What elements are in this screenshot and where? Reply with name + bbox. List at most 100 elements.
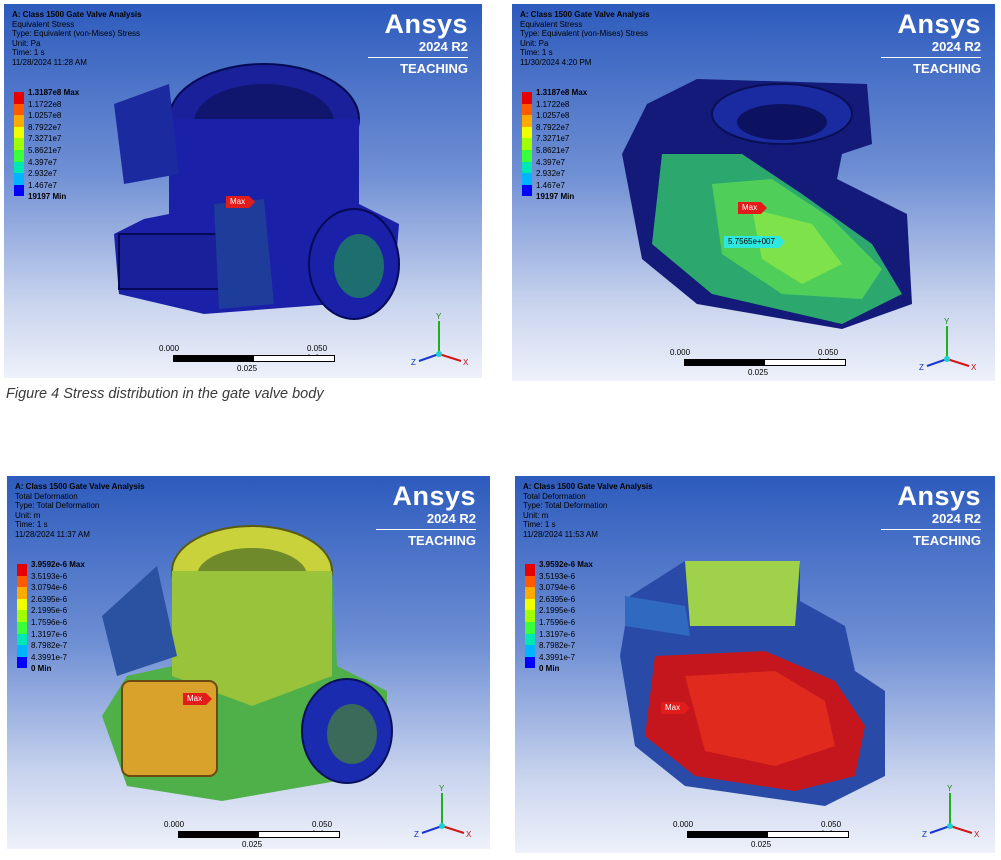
color-legend: 1.3187e8 Max 1.1722e8 1.0257e8 8.7922e7 7.32… — [14, 88, 124, 201]
x-axis-label: X — [974, 830, 980, 839]
y-axis-label: Y — [947, 784, 953, 793]
legend-swatch — [14, 126, 24, 139]
triad-graphic: Y X Z — [414, 784, 472, 839]
legend-label: 1.3197e-6 — [31, 629, 68, 639]
result-panel-stress-section: A: Class 1500 Gate Valve Analysis Equiva… — [512, 4, 995, 381]
analysis-title: A: Class 1500 Gate Valve Analysis — [523, 482, 653, 491]
scale-left-label: 0.000 — [670, 348, 691, 357]
legend-swatch — [522, 161, 532, 174]
max-marker: Max — [661, 702, 691, 714]
legend-label: 8.7922e7 — [28, 122, 62, 132]
axis-triad: Y X Z — [920, 781, 980, 841]
brand-version: 2024 R2 — [931, 511, 981, 526]
legend-label: 0 Min — [31, 663, 52, 673]
result-panel-deformation-full: A: Class 1500 Gate Valve Analysis Total … — [7, 476, 490, 849]
result-date: 11/28/2024 11:28 AM — [12, 57, 87, 67]
legend-swatch — [525, 575, 535, 588]
legend-row: 4.3991e-7 0 Min — [525, 653, 635, 673]
legend-label: 4.397e7 — [28, 157, 57, 167]
legend-row: 7.3271e7 — [14, 134, 124, 150]
x-axis-label: X — [463, 358, 469, 367]
legend-row: 2.932e7 — [522, 169, 632, 185]
result-date: 11/30/2024 4:20 PM — [520, 57, 592, 67]
x-axis-arrow — [441, 825, 465, 834]
brand-name: Ansys — [897, 9, 981, 39]
triad-origin — [439, 823, 445, 829]
legend-row: 7.3271e7 — [522, 134, 632, 150]
brand-divider — [376, 529, 476, 530]
scale-mid-label: 0.025 — [748, 368, 769, 377]
legend-swatch — [17, 656, 27, 669]
legend-row: 1.1722e8 — [14, 100, 124, 116]
legend-row: 8.7982e-7 — [17, 641, 127, 657]
y-axis-label: Y — [439, 784, 445, 793]
legend-row: 1.3197e-6 — [525, 630, 635, 646]
legend-label: 2.6395e-6 — [31, 594, 68, 604]
brand-name: Ansys — [897, 481, 981, 511]
legend-swatch — [525, 656, 535, 669]
result-date: 11/28/2024 11:37 AM — [15, 529, 90, 539]
result-time: Time: 1 s — [15, 520, 48, 530]
legend-swatch — [17, 645, 27, 657]
max-marker: Max — [738, 202, 768, 214]
legend-label: 0 Min — [539, 663, 560, 673]
legend-label: 1.3197e-6 — [539, 629, 576, 639]
legend-row: 8.7982e-7 — [525, 641, 635, 657]
legend-label: 4.397e7 — [536, 157, 565, 167]
legend-row: 3.0794e-6 — [17, 583, 127, 599]
axis-triad: Y X Z — [412, 781, 472, 841]
y-axis-label: Y — [944, 317, 950, 326]
legend-swatch — [17, 564, 27, 576]
result-time: Time: 1 s — [520, 48, 553, 58]
result-header: A: Class 1500 Gate Valve Analysis Total … — [523, 482, 653, 540]
result-name: Total Deformation — [523, 491, 586, 501]
scale-bar: 0.000 0.050 (m) 0.025 — [159, 344, 335, 374]
legend-swatch — [14, 138, 24, 150]
legend-row: 2.1995e-6 — [17, 606, 127, 622]
brand-version: 2024 R2 — [931, 39, 981, 54]
ansys-logo: Ansys 2024 R2 TEACHING — [881, 9, 981, 76]
legend-swatch — [14, 103, 24, 116]
legend-label: 2.1995e-6 — [539, 606, 576, 616]
valve-model-deformation-full — [102, 525, 393, 801]
valve-model-deformation-section — [620, 561, 885, 806]
legend-row: 1.7596e-6 — [525, 618, 635, 634]
result-type: Type: Equivalent (von-Mises) Stress — [12, 29, 141, 39]
ansys-logo: Ansys 2024 R2 TEACHING — [368, 9, 468, 76]
legend-row: 2.932e7 — [14, 169, 124, 185]
legend-label: 5.8621e7 — [536, 145, 570, 155]
result-name: Equivalent Stress — [520, 19, 583, 29]
result-time: Time: 1 s — [523, 520, 556, 530]
legend-swatch — [522, 173, 532, 185]
legend-label: 4.3991e-7 — [539, 652, 576, 662]
legend-row: 4.3991e-7 0 Min — [17, 653, 127, 673]
legend-label: 1.0257e8 — [536, 111, 570, 121]
legend-swatch — [525, 598, 535, 611]
legend-swatch — [525, 633, 535, 646]
legend-label: 1.3187e8 Max — [536, 88, 588, 97]
legend-swatch — [525, 587, 535, 599]
legend-row: 1.3187e8 Max — [14, 88, 124, 104]
legend-swatch — [525, 564, 535, 576]
brand-version: 2024 R2 — [426, 511, 476, 526]
legend-label: 7.3271e7 — [28, 134, 62, 144]
result-name: Equivalent Stress — [12, 19, 75, 29]
result-header: A: Class 1500 Gate Valve Analysis Total … — [15, 482, 145, 540]
valve-model-stress-full — [114, 63, 400, 320]
scale-bar: 0.000 0.050 (m) 0.025 — [673, 820, 849, 850]
legend-label: 8.7922e7 — [536, 122, 570, 132]
figure-caption: Figure 4 Stress distribution in the gate… — [6, 386, 324, 402]
brand-divider — [368, 57, 468, 58]
scale-bar: 0.000 0.050 (m) 0.025 — [670, 348, 846, 378]
legend-swatch — [17, 575, 27, 588]
triad-origin — [944, 356, 950, 362]
legend-label: 3.0794e-6 — [539, 583, 576, 593]
max-marker: Max — [226, 196, 256, 208]
z-axis-label: Z — [414, 830, 419, 839]
result-unit: Unit: m — [523, 510, 549, 520]
legend-label: 19197 Min — [536, 191, 575, 201]
legend-swatch — [17, 633, 27, 646]
x-axis-label: X — [971, 363, 977, 372]
brand-name: Ansys — [392, 481, 476, 511]
legend-label: 1.0257e8 — [28, 111, 62, 121]
